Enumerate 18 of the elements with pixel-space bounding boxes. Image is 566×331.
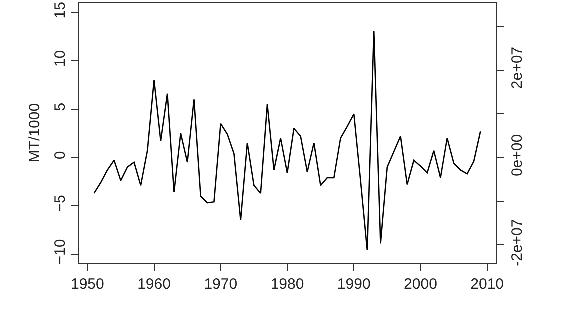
- y-tick-label: −5: [52, 195, 69, 212]
- y2-tick-label: 0e+00: [509, 134, 526, 177]
- y-tick-label: 5: [52, 102, 69, 112]
- y2-tick-label: 2e+07: [509, 46, 526, 90]
- x-tick-label: 1970: [204, 276, 238, 293]
- x-tick-label: 1950: [70, 276, 104, 293]
- y-axis-title: MT/1000: [26, 103, 44, 163]
- x-tick-label: 1990: [337, 276, 371, 293]
- y-tick-label: 15: [52, 2, 69, 19]
- y-tick-label: 0: [52, 151, 69, 160]
- x-tick-label: 1960: [138, 276, 171, 293]
- y2-tick-label: -2e+07: [509, 219, 526, 266]
- line-series: [94, 30, 482, 252]
- x-tick-label: 2010: [470, 276, 504, 293]
- y-tick-label: −10: [52, 239, 69, 265]
- x-tick-label: 1980: [270, 276, 304, 293]
- y-tick-label: 10: [52, 50, 69, 68]
- x-tick-label: 2000: [404, 276, 438, 293]
